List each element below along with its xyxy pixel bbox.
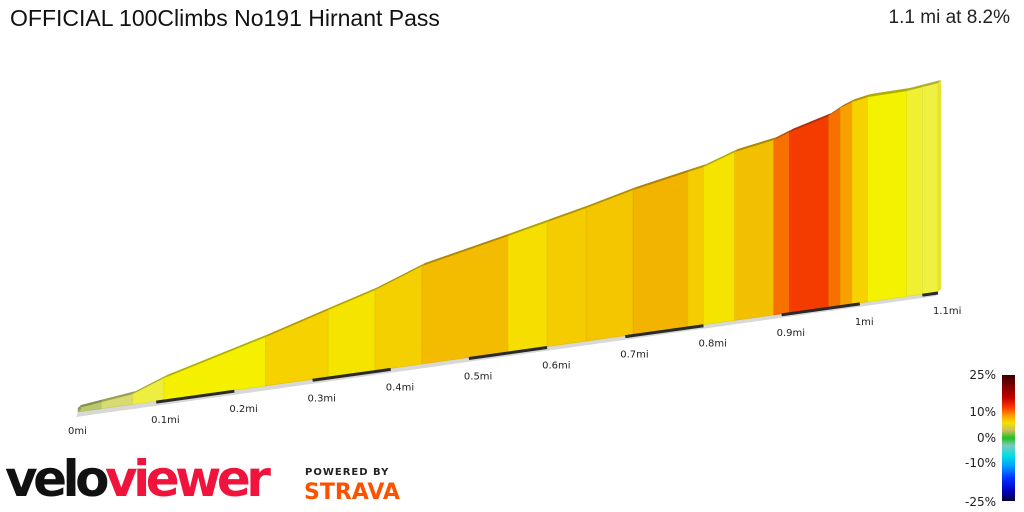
segment-top-bevel	[265, 307, 332, 337]
powered-by-label: POWERED BY	[305, 467, 390, 478]
segment-top-bevel	[508, 219, 551, 236]
x-axis-tick-label: 1.1mi	[933, 306, 961, 317]
gradient-segment	[839, 101, 853, 306]
gradient-segment	[789, 115, 829, 314]
gradient-segment	[906, 86, 923, 297]
segment-top-bevel	[164, 334, 269, 378]
gradient-color-legend: 25% 10% 0% -10% -25%	[940, 368, 1024, 512]
gradient-segment	[546, 207, 587, 347]
x-axis-tick-label: 1mi	[855, 317, 874, 328]
x-axis-tick-label: 0.7mi	[620, 350, 648, 361]
legend-tick-label: -10%	[964, 456, 996, 470]
distance-band	[625, 324, 704, 339]
gradient-segment	[773, 131, 790, 316]
segment-top-bevel	[547, 205, 590, 222]
segment-top-bevel	[922, 80, 941, 87]
x-axis-tick-label: 0.8mi	[698, 339, 726, 350]
legend-tick-label: 25%	[969, 368, 996, 382]
gradient-segment	[687, 166, 704, 328]
x-axis-tick-label: 0.4mi	[386, 382, 414, 393]
x-axis-tick-label: 0.1mi	[151, 415, 179, 426]
gradient-segment	[632, 171, 689, 335]
profile-end-cap	[938, 80, 941, 292]
gradient-segment	[828, 107, 841, 308]
distance-band	[922, 291, 939, 297]
segment-top-bevel	[852, 94, 871, 102]
gradient-color-bar	[1002, 375, 1015, 501]
segment-top-bevel	[633, 169, 691, 190]
segment-top-bevel	[586, 187, 637, 208]
segment-top-bevel	[789, 113, 832, 132]
segment-top-bevel	[132, 375, 167, 394]
x-axis-tick-label: 0.9mi	[777, 328, 805, 339]
gradient-segment	[734, 139, 775, 321]
gradient-segment	[867, 90, 908, 303]
legend-tick-label: 10%	[969, 405, 996, 419]
distance-band	[312, 367, 391, 382]
climb-summary: 1.1 mi at 8.2%	[888, 7, 1010, 28]
gradient-segment	[703, 151, 736, 326]
gradient-segment	[374, 265, 423, 371]
segment-top-bevel	[906, 84, 926, 91]
segment-top-bevel	[734, 137, 777, 152]
logo-viewer-text: viewer	[105, 450, 271, 508]
gradient-segment	[265, 309, 329, 387]
segment-top-bevel	[328, 287, 379, 310]
strava-logo: STRAVA	[304, 480, 400, 505]
gradient-segment	[507, 221, 548, 353]
x-axis-tick-label: 0.6mi	[542, 361, 570, 372]
distance-band	[781, 302, 861, 317]
x-axis-tick-label: 0.2mi	[229, 404, 257, 415]
segment-top-bevel	[687, 164, 707, 172]
gradient-segment	[851, 96, 868, 305]
segment-top-bevel	[101, 391, 136, 402]
climb-title: OFFICIAL 100Climbs No191 Hirnant Pass	[10, 5, 440, 31]
x-axis-tick-label: 0.3mi	[308, 393, 336, 404]
x-axis-tick-label: 0mi	[68, 426, 87, 437]
gradient-segment	[327, 289, 376, 378]
logo-velo-text: velo	[5, 450, 110, 508]
profile-start-cap	[78, 405, 81, 412]
gradient-segment	[585, 189, 634, 342]
segment-top-bevel	[840, 99, 855, 108]
gradient-segment	[421, 235, 509, 365]
segment-top-bevel	[828, 105, 844, 116]
x-axis-tick-label: 0.5mi	[464, 371, 492, 382]
gradient-segment	[922, 82, 939, 295]
distance-band	[468, 346, 548, 360]
segment-top-bevel	[78, 399, 105, 408]
segment-top-bevel	[422, 233, 511, 266]
segment-top-bevel	[375, 263, 425, 290]
legend-tick-label: 0%	[976, 431, 996, 445]
legend-tick-label: -25%	[964, 495, 996, 509]
segment-top-bevel	[703, 149, 738, 167]
distance-band	[155, 389, 235, 404]
segment-top-bevel	[867, 88, 910, 97]
segment-top-bevel	[773, 129, 793, 140]
